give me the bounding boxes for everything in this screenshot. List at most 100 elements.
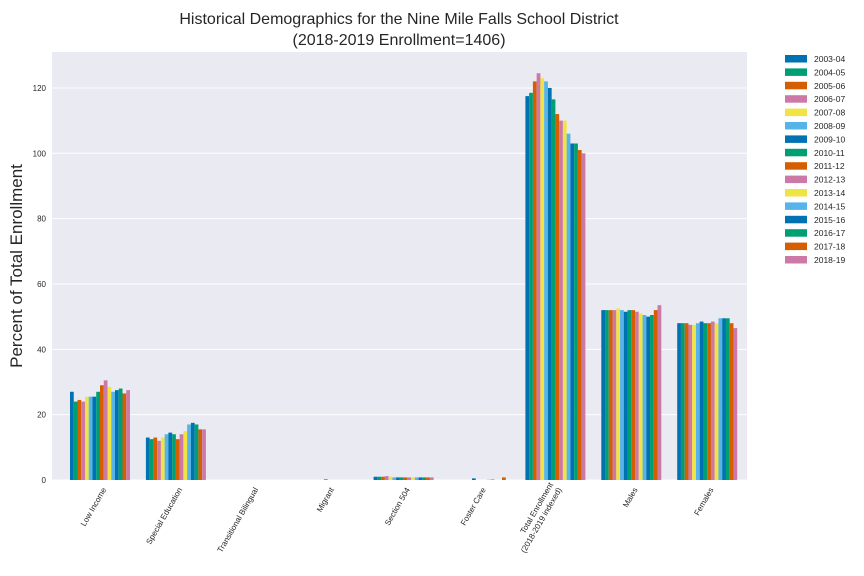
legend-swatch: [785, 202, 807, 210]
legend-swatch: [785, 189, 807, 197]
bar: [677, 323, 681, 480]
legend-label: 2014-15: [814, 201, 845, 211]
legend-label: 2011-12: [814, 161, 845, 171]
bar: [381, 476, 385, 480]
bar: [426, 477, 430, 480]
bar: [529, 92, 533, 480]
bar: [73, 401, 78, 480]
legend-label: 2006-07: [814, 94, 845, 104]
x-tick-text: Low Income: [79, 486, 109, 528]
bar: [570, 143, 575, 481]
bar: [714, 323, 719, 480]
bar: [399, 477, 404, 480]
bar: [187, 424, 191, 480]
legend-label: 2012-13: [814, 175, 845, 185]
bar: [157, 440, 161, 480]
bar: [544, 81, 548, 481]
bar: [710, 321, 715, 480]
bar: [429, 477, 434, 480]
bar: [373, 476, 378, 480]
legend-swatch: [785, 108, 807, 117]
bar: [472, 478, 476, 480]
legend-label: 2016-17: [814, 228, 845, 238]
bar: [547, 87, 552, 480]
bar: [122, 393, 127, 480]
bar: [635, 311, 639, 480]
bar: [96, 391, 100, 480]
bar: [118, 388, 123, 480]
y-tick-label: 100: [33, 149, 47, 158]
bar: [695, 323, 700, 480]
bar: [722, 318, 726, 480]
bar: [202, 429, 206, 480]
bar: [725, 318, 730, 480]
bar: [85, 396, 89, 480]
bar: [657, 305, 662, 480]
legend-swatch: [785, 175, 807, 184]
bar: [729, 323, 734, 480]
bars: [70, 73, 738, 481]
bar: [164, 434, 169, 480]
bar: [536, 73, 541, 481]
bar: [70, 391, 74, 480]
x-tick-text: Males: [621, 486, 639, 509]
bar: [179, 434, 184, 480]
legend-label: 2009-10: [814, 134, 845, 144]
bar: [631, 310, 636, 480]
bar: [601, 310, 606, 480]
x-tick-label: Transitional Bilingual: [216, 486, 261, 554]
legend-swatch: [785, 256, 807, 264]
bar: [168, 432, 173, 480]
bar: [733, 328, 738, 480]
x-tick-label: Migrant: [315, 485, 337, 513]
bar: [418, 477, 423, 480]
bar: [502, 477, 506, 480]
legend-swatch: [785, 55, 807, 63]
bar: [638, 313, 643, 480]
bar: [653, 310, 658, 480]
bar: [616, 308, 621, 480]
legend-label: 2003-04: [814, 54, 845, 64]
bar: [608, 310, 613, 480]
bar: [194, 424, 199, 480]
y-tick-label: 120: [33, 84, 47, 93]
bar: [153, 437, 158, 480]
bar: [642, 315, 647, 480]
y-tick-label: 20: [37, 411, 46, 420]
y-axis-label: Percent of Total Enrollment: [7, 164, 26, 368]
bar: [392, 477, 397, 480]
legend-label: 2015-16: [814, 215, 845, 225]
bar: [703, 323, 708, 480]
bar: [559, 120, 563, 480]
bar: [487, 479, 491, 480]
legend-label: 2005-06: [814, 81, 845, 91]
bar: [562, 120, 567, 480]
legend-label: 2004-05: [814, 67, 845, 77]
bar: [175, 439, 180, 480]
legend-swatch: [785, 229, 807, 237]
x-tick-label: Low Income: [79, 486, 109, 528]
bar: [183, 430, 188, 480]
bar: [422, 477, 427, 480]
bar: [718, 318, 723, 480]
legend-label: 2010-11: [814, 148, 845, 158]
legend-swatch: [785, 215, 807, 224]
x-tick-label: Females: [692, 486, 715, 517]
bar: [627, 310, 632, 480]
bar: [77, 399, 82, 480]
legend-label: 2008-09: [814, 121, 845, 131]
bar: [577, 150, 582, 481]
legend-swatch: [785, 68, 807, 76]
bar: [555, 114, 560, 481]
bar: [160, 437, 165, 480]
bar: [551, 99, 556, 480]
bar: [377, 476, 382, 480]
bar: [190, 422, 195, 480]
bar: [540, 78, 545, 481]
bar: [680, 323, 685, 480]
bar: [699, 321, 704, 480]
legend-label: 2018-19: [814, 255, 845, 265]
legend-swatch: [785, 148, 807, 157]
bar: [88, 396, 93, 480]
